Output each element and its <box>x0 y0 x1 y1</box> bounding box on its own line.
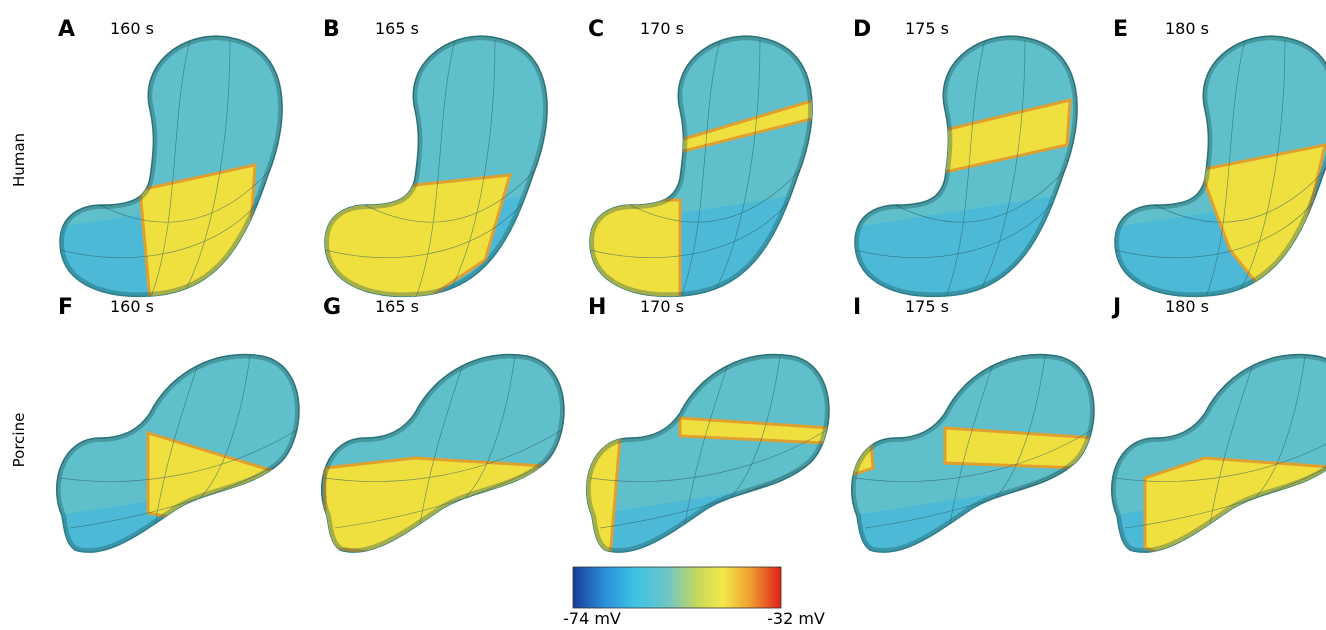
panel-time: 160 s <box>110 19 154 38</box>
panel-letter: C <box>588 17 604 42</box>
panel-time: 165 s <box>375 297 419 316</box>
active-region <box>325 458 545 553</box>
row-label: Human <box>10 133 28 187</box>
colorbar-max-label: -32 mV <box>767 609 825 628</box>
panel-letter: F <box>58 295 73 320</box>
colorbar-min-label: -74 mV <box>563 609 621 628</box>
panel-time: 175 s <box>905 19 949 38</box>
panel-letter: D <box>853 17 871 42</box>
panel-time: 180 s <box>1165 19 1209 38</box>
panel-letter: H <box>588 295 606 320</box>
panel-time: 160 s <box>110 297 154 316</box>
panel: A 160 s <box>40 17 300 310</box>
panel-letter: G <box>323 295 341 320</box>
panel-letter: B <box>323 17 340 42</box>
panel: E 180 s <box>1095 17 1326 310</box>
panel-time: 175 s <box>905 297 949 316</box>
panel-time: 170 s <box>640 19 684 38</box>
panel-time: 165 s <box>375 19 419 38</box>
panel-time: 180 s <box>1165 297 1209 316</box>
figure: Human Porcine -74 mV -32 mV A 160 s B 165 s… <box>0 0 1326 630</box>
panel-letter: E <box>1113 17 1128 42</box>
panel-letter: I <box>853 295 861 320</box>
panel: C 170 s <box>570 17 830 310</box>
colorbar <box>573 567 781 608</box>
panel: I 175 s <box>835 295 1095 578</box>
panel-letter: J <box>1111 295 1121 320</box>
panel: F 160 s <box>40 295 300 578</box>
panel: G 165 s <box>305 295 565 578</box>
panel-letter: A <box>58 17 75 42</box>
panel: H 170 s <box>570 295 830 578</box>
panel: D 175 s <box>835 17 1095 310</box>
row-label: Porcine <box>10 413 28 468</box>
panel-time: 170 s <box>640 297 684 316</box>
panel: B 165 s <box>305 17 565 310</box>
panel: J 180 s <box>1095 295 1326 578</box>
